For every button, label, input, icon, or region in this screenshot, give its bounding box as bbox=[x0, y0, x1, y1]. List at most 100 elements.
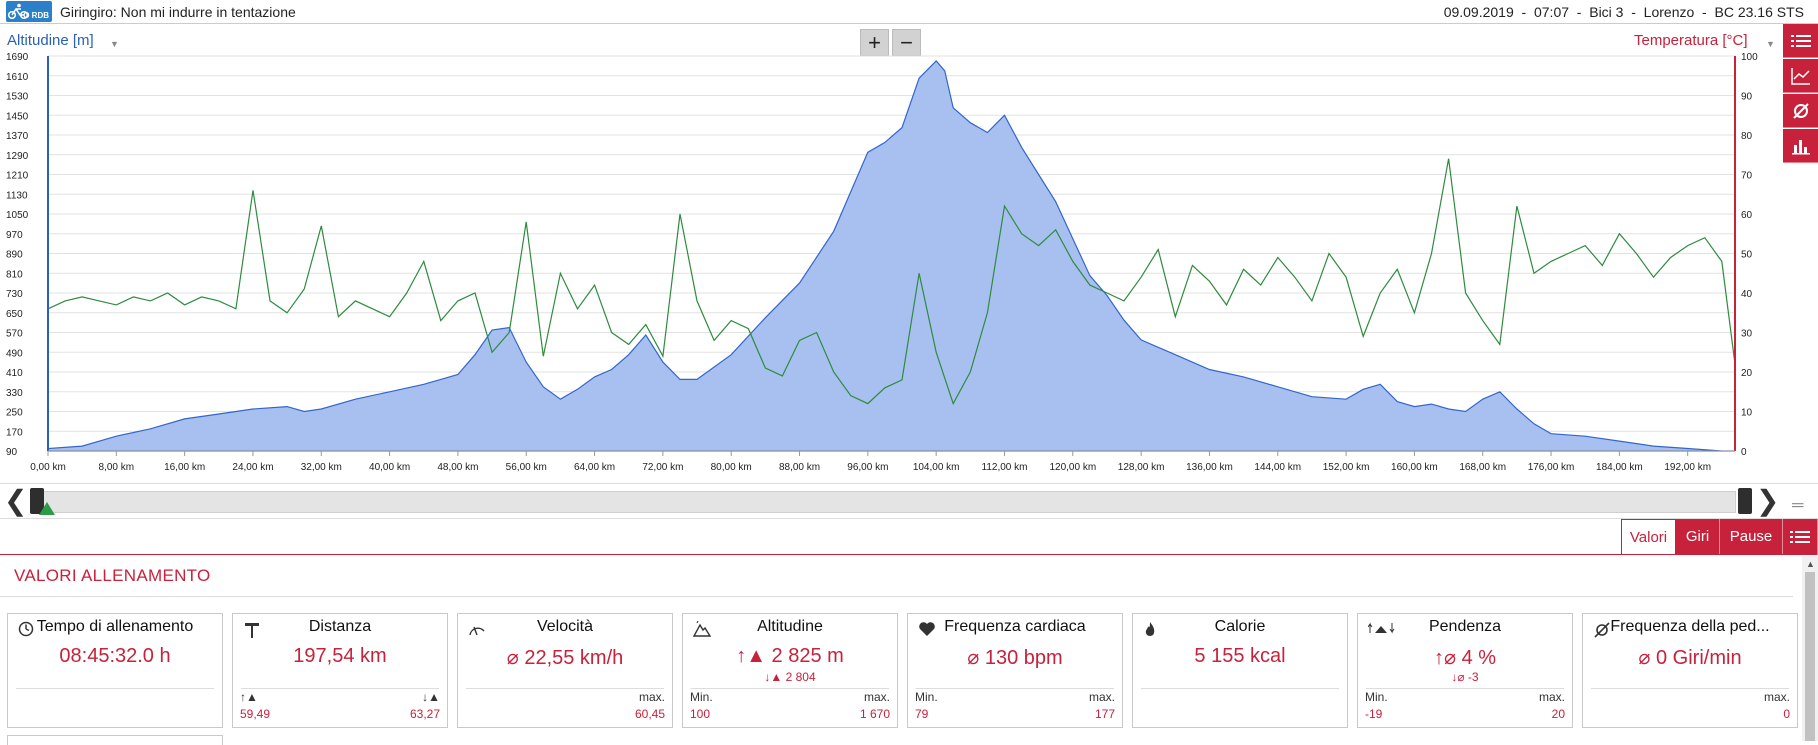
left-axis-selector[interactable]: Altitudine [m] bbox=[7, 32, 94, 49]
y-right-tick-label: 70 bbox=[1741, 171, 1753, 182]
y-left-tick-label: 1690 bbox=[6, 52, 29, 63]
stat-min-label: Min. bbox=[1365, 690, 1388, 704]
panel-scrollbar[interactable]: ▲ bbox=[1802, 556, 1818, 741]
y-right-tick-label: 50 bbox=[1741, 250, 1753, 261]
x-axis: 0,00 km 8,00 km 16,00 km 24,00 km 32,00 km 40… bbox=[30, 450, 1735, 473]
right-axis-selector[interactable]: Temperatura [°C] bbox=[1634, 32, 1748, 49]
stat-min-value: 79 bbox=[915, 707, 929, 721]
range-end-handle[interactable] bbox=[1738, 488, 1752, 514]
x-tick-label: 80,00 km bbox=[711, 462, 752, 473]
scroll-left-button[interactable]: ❮ bbox=[4, 485, 28, 516]
stat-label: Distanza bbox=[308, 618, 372, 635]
y-left-tick-label: 410 bbox=[6, 368, 23, 379]
range-track[interactable] bbox=[42, 491, 1736, 513]
stat-value: ⌀ 130 bpm bbox=[967, 647, 1063, 669]
stat-card-4: Altitudine ↑▲ 2 825 m ↓▲ 2 804 Min. max. 100 1… bbox=[682, 613, 898, 728]
stat-value: ↑▲ 2 825 m bbox=[736, 645, 844, 667]
average-button[interactable] bbox=[1783, 94, 1818, 128]
y-right-tick-label: 0 bbox=[1741, 447, 1747, 458]
stat-label: Calorie bbox=[1214, 618, 1266, 635]
stat-max-label: max. bbox=[1088, 690, 1115, 704]
zoom-in-button[interactable]: + bbox=[860, 29, 889, 56]
tab-giri[interactable]: Giri bbox=[1676, 519, 1720, 555]
tab-pause[interactable]: Pause bbox=[1720, 519, 1783, 555]
y-left-tick-label: 1530 bbox=[6, 92, 29, 103]
x-tick-label: 152,00 km bbox=[1323, 462, 1370, 473]
x-tick-label: 48,00 km bbox=[437, 462, 478, 473]
y-left-tick-label: 1050 bbox=[6, 210, 29, 221]
x-tick-label: 64,00 km bbox=[574, 462, 615, 473]
x-tick-label: 184,00 km bbox=[1596, 462, 1643, 473]
stat-card-3: Velocità ⌀ 22,55 km/h max. 60,45 bbox=[457, 613, 673, 728]
y-right-tick-label: 90 bbox=[1741, 92, 1753, 103]
y-left-tick-label: 1210 bbox=[6, 171, 29, 182]
stat-min-value: 100 bbox=[690, 707, 711, 721]
range-start-handle[interactable] bbox=[30, 488, 44, 514]
y-left-tick-label: 1370 bbox=[6, 131, 29, 142]
stat-divider bbox=[1366, 688, 1564, 689]
range-selector[interactable]: ❮ ❯ ═ bbox=[0, 483, 1818, 519]
position-marker-icon[interactable] bbox=[38, 502, 56, 516]
stat-max-value: 177 bbox=[1094, 707, 1115, 721]
stat-secondary-value: ↓▲ 2 804 bbox=[764, 670, 816, 684]
next-card bbox=[7, 735, 223, 745]
y-left-tick-label: 730 bbox=[6, 289, 23, 300]
x-tick-label: 160,00 km bbox=[1391, 462, 1438, 473]
section-title: VALORI ALLENAMENTO bbox=[14, 566, 211, 585]
mountain-icon bbox=[692, 620, 713, 639]
y-left-tick-label: 810 bbox=[6, 269, 23, 280]
stat-label: Frequenza della ped... bbox=[1610, 618, 1770, 635]
stat-divider bbox=[16, 688, 214, 689]
stat-divider bbox=[1591, 688, 1789, 689]
stat-min-label: ↑▲ bbox=[240, 690, 258, 704]
y-left-tick-label: 90 bbox=[6, 447, 18, 458]
logo-text: O RDB bbox=[23, 11, 49, 20]
chevron-down-icon[interactable]: ▼ bbox=[110, 39, 119, 49]
scroll-up-icon[interactable]: ▲ bbox=[1806, 559, 1815, 569]
bar-chart-button[interactable] bbox=[1783, 129, 1818, 163]
y-left-tick-label: 650 bbox=[6, 309, 23, 320]
stat-min-label: Min. bbox=[915, 690, 938, 704]
y-left-tick-label: 1290 bbox=[6, 151, 29, 162]
scrollbar-thumb[interactable] bbox=[1805, 572, 1815, 741]
y-right-tick-label: 20 bbox=[1741, 368, 1753, 379]
list-icon bbox=[1790, 34, 1811, 47]
stat-max-value: 20 bbox=[1551, 707, 1565, 721]
cyclist-icon bbox=[8, 3, 28, 19]
scrollbar-menu-icon[interactable]: ═ bbox=[1792, 497, 1804, 514]
stat-value: ⌀ 0 Giri/min bbox=[1638, 647, 1742, 669]
chevron-down-icon[interactable]: ▼ bbox=[1766, 39, 1775, 49]
clock-icon bbox=[18, 621, 38, 639]
stat-min-value: 59,49 bbox=[240, 707, 271, 721]
x-tick-label: 72,00 km bbox=[642, 462, 683, 473]
stat-max-label: max. bbox=[863, 690, 890, 704]
stat-label: Pendenza bbox=[1428, 618, 1502, 635]
stat-max-value: 60,45 bbox=[634, 707, 665, 721]
tab-valori[interactable]: Valori bbox=[1621, 519, 1676, 555]
list-view-button[interactable] bbox=[1783, 24, 1818, 58]
stat-value: ↑⌀ 4 % bbox=[1433, 647, 1497, 669]
y-right-tick-label: 40 bbox=[1741, 289, 1753, 300]
line-chart-button[interactable] bbox=[1783, 59, 1818, 93]
stat-value: 5 155 kcal bbox=[1194, 645, 1286, 667]
y-left-tick-label: 250 bbox=[6, 408, 23, 419]
workout-meta: 09.09.2019 - 07:07 - Bici 3 - Lorenzo - … bbox=[1443, 4, 1804, 20]
line-chart-icon bbox=[1790, 67, 1810, 85]
stat-divider bbox=[241, 688, 439, 689]
scroll-right-button[interactable]: ❯ bbox=[1756, 485, 1780, 516]
gradient-icon bbox=[1367, 621, 1395, 639]
stat-divider bbox=[916, 688, 1114, 689]
left-axis: 1690 1610 1530 1450 1370 1290 1210 1130 1050 970 8… bbox=[6, 52, 49, 458]
x-tick-label: 56,00 km bbox=[506, 462, 547, 473]
x-tick-label: 88,00 km bbox=[779, 462, 820, 473]
workout-chart[interactable]: 1690161015301450137012901210113010509708… bbox=[0, 46, 1783, 483]
tabs-menu-button[interactable] bbox=[1783, 519, 1818, 555]
y-right-tick-label: 100 bbox=[1741, 52, 1758, 63]
y-right-tick-label: 80 bbox=[1741, 131, 1753, 142]
x-tick-label: 176,00 km bbox=[1528, 462, 1575, 473]
temperature-series bbox=[47, 158, 1736, 406]
bar-chart-icon bbox=[1791, 139, 1810, 154]
cadence-icon bbox=[1593, 621, 1613, 639]
stat-card-8: Frequenza della ped... ⌀ 0 Giri/min max. 0 bbox=[1582, 613, 1798, 728]
stat-divider bbox=[691, 688, 889, 689]
